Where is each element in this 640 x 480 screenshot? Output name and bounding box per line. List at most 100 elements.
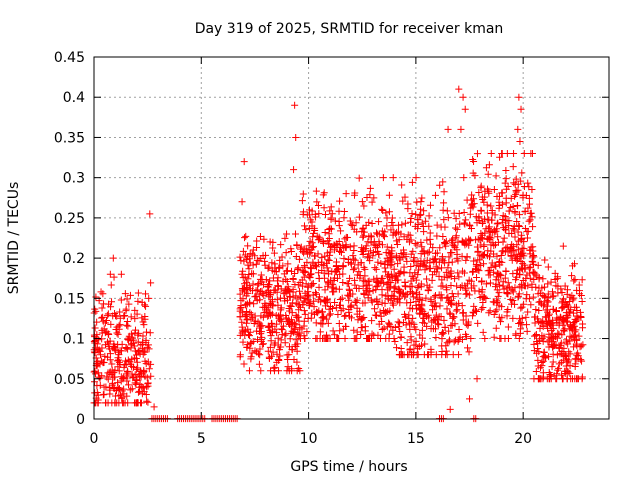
data-point bbox=[281, 234, 289, 242]
data-point bbox=[257, 287, 265, 295]
data-point bbox=[259, 303, 267, 311]
data-point bbox=[492, 262, 500, 270]
data-point bbox=[133, 358, 141, 366]
data-point bbox=[440, 188, 448, 196]
data-point bbox=[312, 263, 320, 271]
data-point bbox=[394, 260, 402, 268]
data-point bbox=[535, 307, 543, 315]
data-point bbox=[325, 311, 333, 319]
data-point bbox=[461, 105, 469, 113]
data-point bbox=[564, 318, 572, 326]
data-point bbox=[236, 305, 244, 313]
data-point bbox=[501, 274, 509, 282]
data-point bbox=[261, 257, 269, 265]
data-point bbox=[425, 222, 433, 230]
data-point bbox=[325, 240, 333, 248]
data-point bbox=[557, 339, 565, 347]
data-point bbox=[383, 254, 391, 262]
data-point bbox=[417, 305, 425, 313]
data-point bbox=[529, 252, 537, 260]
data-point bbox=[96, 381, 104, 389]
data-point bbox=[554, 282, 562, 290]
y-tick-label: 0.45 bbox=[54, 50, 85, 66]
data-point bbox=[98, 304, 106, 312]
data-point bbox=[375, 218, 383, 226]
data-point bbox=[423, 275, 431, 283]
data-point bbox=[499, 200, 507, 208]
data-point bbox=[554, 366, 562, 374]
data-point bbox=[493, 286, 501, 294]
data-point bbox=[238, 198, 246, 206]
data-point bbox=[291, 324, 299, 332]
data-point bbox=[310, 243, 318, 251]
data-point bbox=[479, 328, 487, 336]
data-point bbox=[504, 323, 512, 331]
data-point bbox=[552, 306, 560, 314]
data-point bbox=[344, 291, 352, 299]
data-point bbox=[106, 386, 114, 394]
data-point bbox=[306, 273, 314, 281]
data-point bbox=[438, 328, 446, 336]
data-point bbox=[442, 239, 450, 247]
data-point bbox=[377, 259, 385, 267]
data-point bbox=[514, 293, 522, 301]
data-point bbox=[450, 209, 458, 217]
data-point bbox=[264, 323, 272, 331]
data-point bbox=[108, 360, 116, 368]
data-point bbox=[384, 286, 392, 294]
data-point bbox=[416, 262, 424, 270]
data-point bbox=[523, 234, 531, 242]
data-point bbox=[115, 367, 123, 375]
data-point bbox=[143, 383, 151, 391]
data-point bbox=[94, 399, 102, 407]
data-point bbox=[282, 330, 290, 338]
data-point bbox=[379, 231, 387, 239]
data-point bbox=[267, 352, 275, 360]
data-point bbox=[549, 292, 557, 300]
data-point bbox=[301, 289, 309, 297]
y-tick-label: 0.2 bbox=[63, 251, 85, 267]
data-point bbox=[414, 351, 422, 359]
x-tick-label: 5 bbox=[197, 431, 206, 447]
data-point bbox=[570, 336, 578, 344]
data-point bbox=[478, 193, 486, 201]
data-point bbox=[485, 266, 493, 274]
data-point bbox=[545, 353, 553, 361]
data-point bbox=[242, 232, 250, 240]
data-point bbox=[404, 351, 412, 359]
data-point bbox=[445, 259, 453, 267]
data-point bbox=[421, 266, 429, 274]
data-point bbox=[238, 270, 246, 278]
data-point bbox=[462, 290, 470, 298]
data-point bbox=[136, 380, 144, 388]
data-point bbox=[393, 276, 401, 284]
data-point bbox=[490, 250, 498, 258]
data-point bbox=[355, 213, 363, 221]
data-point bbox=[370, 275, 378, 283]
data-point bbox=[414, 294, 422, 302]
data-point bbox=[529, 243, 537, 251]
data-point bbox=[514, 246, 522, 254]
data-point bbox=[305, 272, 313, 280]
data-point bbox=[440, 316, 448, 324]
data-point bbox=[514, 255, 522, 263]
data-point bbox=[117, 296, 125, 304]
data-point bbox=[515, 222, 523, 230]
data-point bbox=[309, 280, 317, 288]
data-point bbox=[314, 201, 322, 209]
data-point bbox=[291, 281, 299, 289]
data-point bbox=[92, 293, 100, 301]
data-point bbox=[442, 351, 450, 359]
data-point bbox=[485, 253, 493, 261]
data-point bbox=[418, 243, 426, 251]
data-point bbox=[570, 319, 578, 327]
data-point bbox=[318, 261, 326, 269]
data-point bbox=[544, 263, 552, 271]
data-point bbox=[416, 306, 424, 314]
data-point bbox=[145, 365, 153, 373]
data-point bbox=[265, 263, 273, 271]
data-point bbox=[380, 307, 388, 315]
data-point bbox=[446, 405, 454, 413]
data-point bbox=[563, 367, 571, 375]
data-point bbox=[499, 278, 507, 286]
